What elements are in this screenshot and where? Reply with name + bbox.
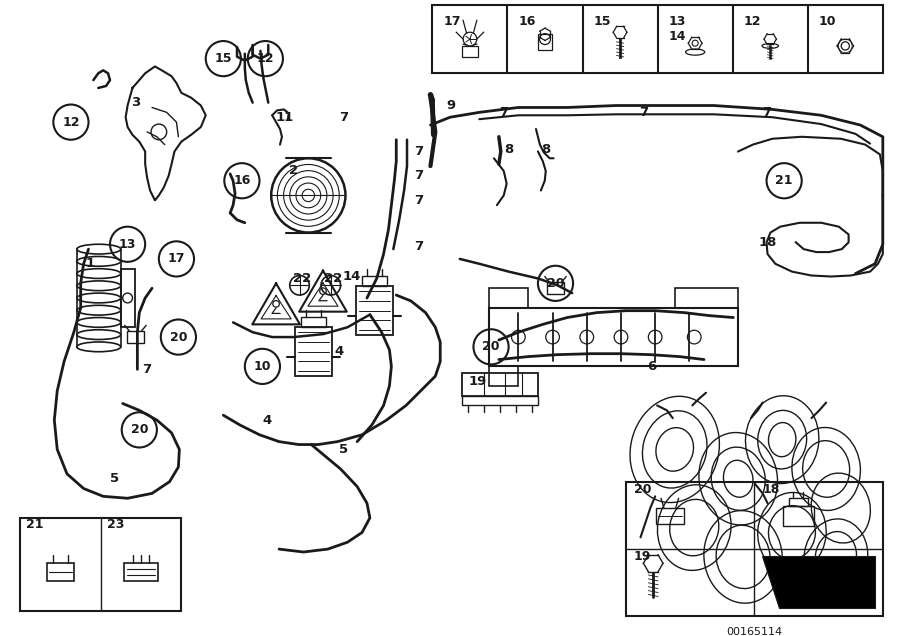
Text: 18: 18	[762, 483, 779, 496]
Text: 13
14: 13 14	[669, 15, 687, 43]
Text: 7: 7	[414, 240, 423, 252]
Text: 10: 10	[254, 360, 271, 373]
Text: 00165114: 00165114	[726, 627, 782, 636]
Bar	[121, 268, 135, 328]
Text: 15: 15	[214, 52, 232, 65]
Text: 20: 20	[634, 483, 652, 496]
Bar	[20, 518, 181, 611]
Text: 11: 11	[275, 111, 294, 124]
Text: 7: 7	[500, 106, 508, 119]
Bar	[675, 288, 738, 308]
Text: 5: 5	[339, 443, 348, 456]
Text: 9: 9	[446, 99, 455, 112]
Text: 21: 21	[26, 518, 43, 530]
Bar	[363, 275, 387, 286]
Bar	[462, 373, 538, 396]
Text: 19: 19	[634, 550, 651, 563]
Bar	[489, 366, 518, 386]
Text: 8: 8	[541, 143, 551, 156]
Text: 8: 8	[504, 143, 513, 156]
Text: 17: 17	[444, 15, 461, 27]
Text: 20: 20	[482, 340, 500, 354]
Bar	[656, 508, 683, 523]
Text: 16: 16	[518, 15, 536, 27]
Bar	[47, 563, 74, 581]
Text: 12: 12	[62, 116, 80, 128]
Text: 1: 1	[86, 258, 95, 270]
Bar	[294, 328, 332, 376]
Text: 12: 12	[256, 52, 274, 65]
Bar	[462, 46, 478, 57]
Text: 17: 17	[167, 252, 185, 265]
Bar	[538, 34, 552, 50]
Text: 6: 6	[646, 360, 656, 373]
Bar	[626, 481, 883, 616]
Text: 23: 23	[106, 518, 124, 530]
Text: 2: 2	[289, 165, 298, 177]
Bar	[356, 286, 393, 335]
Text: 7: 7	[414, 194, 423, 207]
Bar	[462, 396, 538, 406]
Polygon shape	[762, 556, 875, 608]
Bar	[489, 288, 528, 308]
Text: 4: 4	[263, 413, 272, 427]
Text: 12: 12	[744, 15, 761, 27]
Text: 20: 20	[130, 424, 148, 436]
Text: 19: 19	[468, 375, 487, 387]
Text: 5: 5	[111, 473, 120, 485]
Text: 20: 20	[547, 277, 564, 290]
Bar	[788, 498, 808, 506]
Text: 21: 21	[776, 174, 793, 187]
Bar	[301, 317, 326, 328]
Bar	[432, 5, 883, 73]
Text: 7: 7	[762, 106, 771, 119]
Text: 7: 7	[142, 363, 152, 376]
Text: 13: 13	[119, 238, 136, 251]
Text: 3: 3	[130, 96, 140, 109]
Text: 7: 7	[414, 145, 423, 158]
Text: 15: 15	[594, 15, 611, 27]
Text: 4: 4	[334, 345, 343, 358]
Bar	[783, 506, 814, 525]
Text: 7: 7	[339, 111, 348, 124]
Text: 16: 16	[233, 174, 250, 187]
Bar	[546, 282, 564, 294]
Text: 20: 20	[169, 331, 187, 343]
Text: 22: 22	[293, 272, 311, 285]
Bar	[124, 563, 158, 581]
Text: 22: 22	[324, 272, 342, 285]
Text: 10: 10	[819, 15, 836, 27]
Text: 18: 18	[759, 236, 777, 249]
Bar	[127, 331, 144, 343]
Text: 14: 14	[342, 270, 361, 283]
Bar	[489, 308, 738, 366]
Text: 7: 7	[414, 169, 423, 183]
Text: 7: 7	[639, 106, 648, 119]
